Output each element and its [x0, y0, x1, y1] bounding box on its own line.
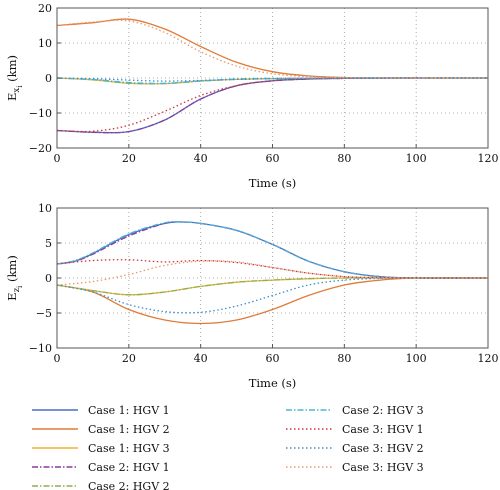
- series-group-bottom: [56, 220, 489, 325]
- y-tick-label: 20: [38, 2, 52, 15]
- x-tick-label: 20: [122, 152, 136, 165]
- y-tick-label: 10: [38, 37, 52, 50]
- series-line-top-4: [56, 77, 488, 134]
- legend: Case 1: HGV 1 Case 1: HGV 2 Case 1: HGV 3 C…: [32, 404, 424, 490]
- y-axis-label-top-main: E: [5, 93, 19, 101]
- y-tick-label: 0: [45, 72, 52, 85]
- x-ticks-top: 0 20 40 60 80 100 120: [54, 144, 499, 165]
- x-tick-label: 60: [266, 352, 280, 365]
- legend-label: Case 3: HGV 2: [342, 442, 424, 455]
- grid-bottom: [57, 208, 488, 348]
- x-tick-label: 20: [122, 352, 136, 365]
- legend-label: Case 1: HGV 2: [88, 423, 170, 436]
- x-axis-label-top: Time (s): [249, 176, 297, 190]
- series-line-top-8: [56, 77, 488, 82]
- series-line-top-9: [56, 19, 488, 79]
- y-axis-label-bottom-subsub: i: [16, 285, 24, 288]
- legend-label: Case 2: HGV 1: [88, 461, 170, 474]
- x-tick-label: 120: [478, 152, 499, 165]
- legend-label: Case 1: HGV 1: [88, 404, 170, 417]
- x-tick-label: 40: [194, 352, 208, 365]
- y-axis-label-top: Exi (km): [5, 55, 24, 101]
- y-axis-label-top-unit: (km): [5, 55, 19, 86]
- x-tick-label: 100: [406, 152, 427, 165]
- y-axis-label-bottom-sub: z: [12, 287, 22, 292]
- legend-label: Case 3: HGV 1: [342, 423, 424, 436]
- legend-label: Case 2: HGV 3: [342, 404, 424, 417]
- y-tick-label: −20: [29, 142, 52, 155]
- series-line-bottom-9: [56, 260, 489, 286]
- legend-label: Case 1: HGV 3: [88, 442, 170, 455]
- x-tick-label: 0: [54, 352, 61, 365]
- x-tick-label: 60: [266, 152, 280, 165]
- x-tick-label: 80: [337, 152, 351, 165]
- y-tick-label: −10: [29, 342, 52, 355]
- chart-top: 0 20 40 60 80 100 120 −20 −10 0 10 20 Time (s) Exi…: [5, 2, 499, 190]
- x-ticks-bottom: 0 20 40 60 80 100 120: [54, 344, 499, 365]
- y-axis-label-bottom: Ezi (km): [5, 255, 24, 301]
- y-tick-label: −10: [29, 107, 52, 120]
- series-line-bottom-7: [56, 259, 489, 279]
- series-line-bottom-2: [56, 277, 489, 325]
- x-tick-label: 100: [406, 352, 427, 365]
- legend-label: Case 3: HGV 3: [342, 461, 424, 474]
- x-tick-label: 80: [337, 352, 351, 365]
- y-axis-label-bottom-unit: (km): [5, 255, 19, 286]
- y-axis-label-top-subsub: i: [16, 85, 24, 88]
- series-group-top: [56, 18, 488, 134]
- series-line-bottom-1: [56, 221, 489, 279]
- y-ticks-bottom: −10 −5 0 5 10: [29, 202, 61, 355]
- y-tick-label: 5: [45, 237, 52, 250]
- chart-bottom: 0 20 40 60 80 100 120 −10 −5 0 5 10 Time (s) Ezi (…: [5, 202, 499, 390]
- legend-label: Case 2: HGV 2: [88, 480, 170, 490]
- x-tick-label: 40: [194, 152, 208, 165]
- x-tick-label: 120: [478, 352, 499, 365]
- x-axis-label-bottom: Time (s): [249, 376, 297, 390]
- y-tick-label: −5: [36, 307, 52, 320]
- y-tick-label: 10: [38, 202, 52, 215]
- y-axis-label-bottom-main: E: [5, 292, 19, 300]
- y-axis-label-top-sub: x: [12, 88, 22, 93]
- y-tick-label: 0: [45, 272, 52, 285]
- x-tick-label: 0: [54, 152, 61, 165]
- y-ticks-top: −20 −10 0 10 20: [29, 2, 61, 155]
